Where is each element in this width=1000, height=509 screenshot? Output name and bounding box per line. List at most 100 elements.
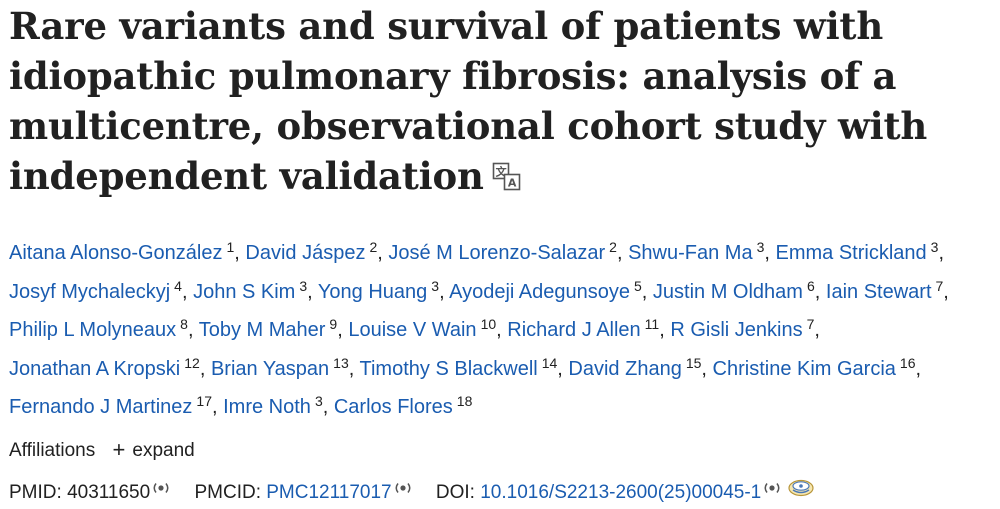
- affiliation-number[interactable]: 3: [756, 239, 765, 255]
- author-name-link[interactable]: Imre Noth: [223, 396, 311, 418]
- author-entry: Shwu-Fan Ma 3,: [628, 239, 770, 264]
- plus-icon: +: [112, 436, 126, 462]
- author-separator: ,: [181, 280, 188, 303]
- author-entry: Jonathan A Kropski 12,: [9, 354, 205, 380]
- author-entry: John S Kim 3,: [193, 277, 313, 303]
- author-name-link[interactable]: Aitana Alonso-González: [9, 242, 223, 264]
- doi-link[interactable]: 10.1016/S2213-2600(25)00045-1: [480, 481, 762, 503]
- author-name-link[interactable]: Richard J Allen: [507, 319, 641, 341]
- author-entry: Christine Kim Garcia 16,: [712, 354, 922, 380]
- author-separator: ,: [337, 319, 343, 341]
- author-name-link[interactable]: Carlos Flores: [333, 396, 453, 418]
- author-entry: Philip L Molyneaux 8,: [9, 316, 194, 341]
- affiliation-number[interactable]: 16: [899, 354, 916, 371]
- article-header: Rare variants and survival of patients w…: [9, 0, 994, 507]
- author-name-link[interactable]: Justin M Oldham: [652, 280, 803, 303]
- author-name-link[interactable]: Jonathan A Kropski: [9, 357, 181, 380]
- author-name-link[interactable]: John S Kim: [193, 280, 296, 303]
- affiliation-number[interactable]: 18: [456, 393, 473, 409]
- affiliation-number[interactable]: 3: [930, 239, 939, 255]
- affiliation-number[interactable]: 5: [633, 277, 642, 294]
- author-entry: Richard J Allen 11,: [507, 316, 665, 341]
- author-list: Aitana Alonso-González 1, David Jáspez 2, …: [9, 231, 994, 424]
- pmcid-block: PMCID: PMC12117017: [194, 475, 412, 507]
- author-separator: ,: [234, 242, 240, 264]
- affiliation-number[interactable]: 10: [480, 316, 497, 332]
- affiliations-label: Affiliations: [9, 439, 96, 461]
- affiliations-expand-button[interactable]: + expand: [113, 436, 195, 465]
- affiliation-number[interactable]: 7: [806, 316, 815, 332]
- affiliation-number[interactable]: 13: [333, 354, 349, 371]
- author-separator: ,: [616, 242, 623, 264]
- author-entry: Ayodeji Adegunsoye 5,: [449, 277, 648, 303]
- author-separator: ,: [701, 357, 707, 380]
- author-name-link[interactable]: David Jáspez: [245, 242, 366, 264]
- author-entry: Emma Strickland 3,: [775, 239, 945, 264]
- affiliation-number[interactable]: 9: [329, 316, 338, 332]
- pmcid-label: PMCID:: [194, 481, 261, 503]
- author-name-link[interactable]: Louise V Wain: [348, 319, 477, 341]
- author-name-link[interactable]: Philip L Molyneaux: [9, 319, 177, 341]
- author-name-link[interactable]: Emma Strickland: [775, 242, 927, 264]
- affiliation-number[interactable]: 17: [196, 393, 212, 409]
- author-name-link[interactable]: R Gisli Jenkins: [670, 319, 803, 341]
- affiliation-number[interactable]: 3: [431, 277, 440, 294]
- author-name-link[interactable]: Ayodeji Adegunsoye: [449, 280, 630, 303]
- pmid-value[interactable]: 40311650: [67, 481, 151, 503]
- affiliation-number[interactable]: 7: [935, 277, 944, 294]
- author-name-link[interactable]: Timothy S Blackwell: [359, 357, 538, 380]
- author-name-link[interactable]: David Zhang: [568, 357, 682, 380]
- author-name-link[interactable]: Josyf Mychaleckyj: [9, 280, 171, 303]
- full-text-link-icon[interactable]: [786, 476, 816, 500]
- author-name-link[interactable]: Christine Kim Garcia: [712, 357, 896, 380]
- author-entry: David Jáspez 2,: [245, 239, 382, 264]
- translate-icon[interactable]: 文 A: [492, 154, 522, 191]
- affiliation-number[interactable]: 2: [369, 239, 378, 255]
- affiliation-number[interactable]: 11: [644, 316, 660, 332]
- author-name-link[interactable]: Brian Yaspan: [210, 357, 330, 380]
- svg-text:A: A: [508, 177, 517, 190]
- author-separator: ,: [307, 280, 313, 303]
- affiliation-number[interactable]: 2: [609, 239, 617, 255]
- affiliation-number[interactable]: 12: [184, 354, 200, 371]
- author-separator: ,: [439, 280, 445, 303]
- affiliation-number[interactable]: 1: [226, 239, 235, 255]
- author-separator: ,: [943, 280, 949, 303]
- affiliation-number[interactable]: 3: [314, 393, 323, 409]
- affiliation-number[interactable]: 14: [541, 354, 558, 371]
- author-name-link[interactable]: Fernando J Martinez: [9, 396, 193, 418]
- expand-label: expand: [132, 439, 195, 461]
- author-separator: ,: [557, 357, 563, 380]
- author-separator: ,: [187, 319, 194, 341]
- affiliation-number[interactable]: 6: [806, 277, 815, 294]
- affiliation-number[interactable]: 3: [299, 277, 308, 294]
- author-entry: Carlos Flores 18: [333, 393, 473, 418]
- article-title: Rare variants and survival of patients w…: [9, 0, 994, 201]
- pmid-label: PMID:: [9, 481, 62, 503]
- author-separator: ,: [641, 280, 648, 303]
- author-name-link[interactable]: José M Lorenzo-Salazar: [388, 242, 606, 264]
- doi-label: DOI:: [435, 481, 475, 503]
- author-name-link[interactable]: Iain Stewart: [825, 280, 932, 303]
- affiliation-number[interactable]: 4: [174, 277, 182, 294]
- author-separator: ,: [496, 319, 502, 341]
- author-entry: José M Lorenzo-Salazar 2,: [388, 239, 623, 264]
- author-name-link[interactable]: Shwu-Fan Ma: [628, 242, 753, 264]
- author-name-link[interactable]: Toby M Maher: [198, 319, 326, 341]
- affiliation-number[interactable]: 15: [685, 354, 702, 371]
- article-title-text: Rare variants and survival of patients w…: [9, 4, 928, 198]
- affiliation-number[interactable]: 8: [180, 316, 188, 332]
- author-separator: ,: [915, 357, 922, 380]
- author-name-link[interactable]: Yong Huang: [317, 280, 428, 303]
- author-separator: ,: [322, 396, 329, 418]
- author-entry: Yong Huang 3,: [317, 277, 445, 303]
- author-separator: ,: [212, 396, 218, 418]
- author-separator: ,: [764, 242, 770, 264]
- author-separator: ,: [938, 242, 945, 264]
- pmcid-link[interactable]: PMC12117017: [266, 481, 392, 503]
- doi-block: DOI: 10.1016/S2213-2600(25)00045-1: [436, 475, 816, 507]
- author-entry: Aitana Alonso-González 1,: [9, 239, 240, 264]
- author-entry: Timothy S Blackwell 14,: [359, 354, 563, 380]
- author-entry: Josyf Mychaleckyj 4,: [9, 277, 188, 303]
- author-entry: R Gisli Jenkins 7,: [670, 316, 820, 341]
